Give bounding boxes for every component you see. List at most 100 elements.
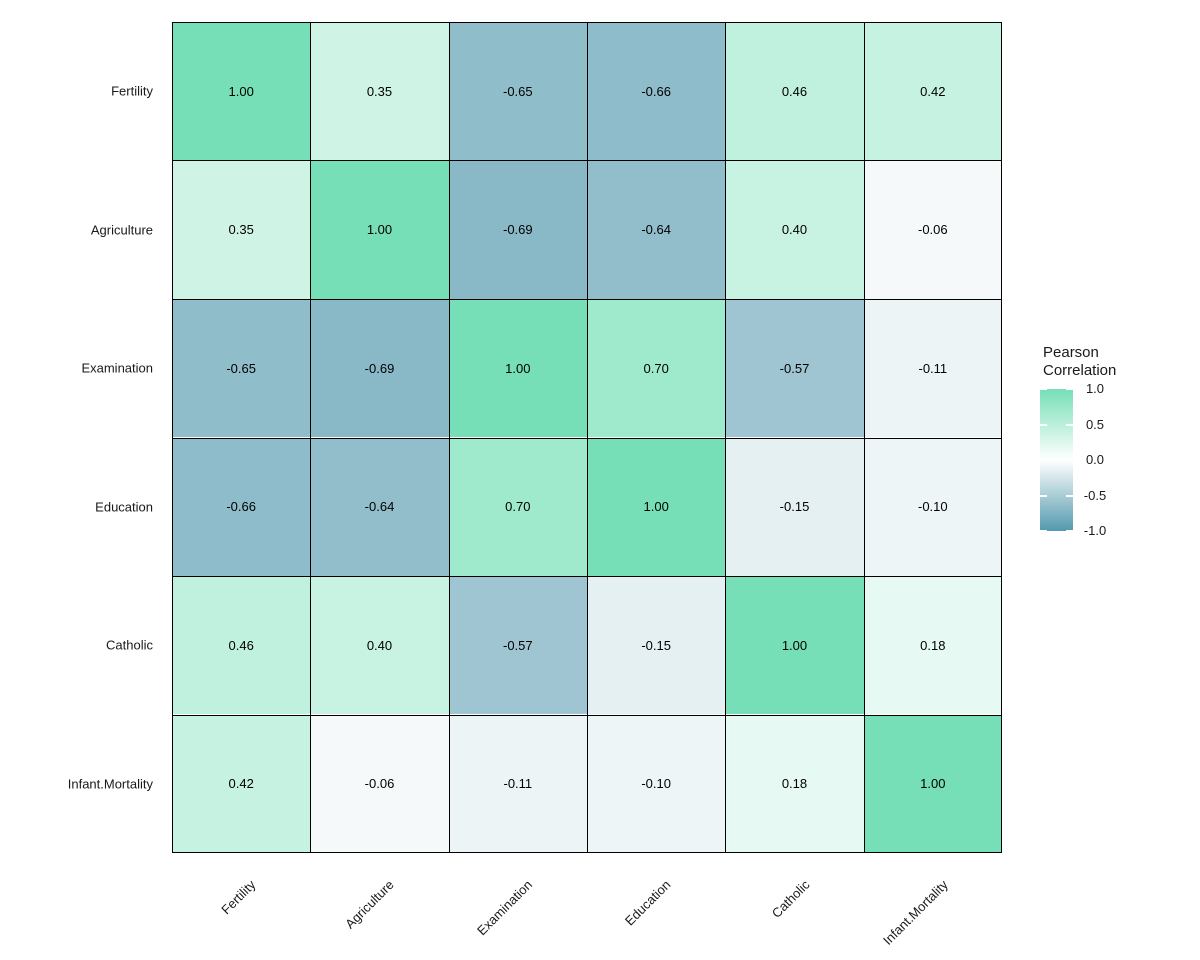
cell-value: -0.69 xyxy=(503,222,533,238)
cell-value: -0.64 xyxy=(364,499,395,515)
heatmap-cell: -0.11 xyxy=(448,714,587,853)
heatmap-cell: 1.00 xyxy=(587,437,726,576)
heatmap-cell: -0.65 xyxy=(172,298,311,438)
heatmap-cell: 0.46 xyxy=(725,22,864,161)
cell-value: -0.06 xyxy=(364,776,395,792)
legend-tick-label: 1.0 xyxy=(1085,381,1105,396)
heatmap-cell: -0.57 xyxy=(725,298,864,438)
grid-line-horizontal xyxy=(172,575,1002,577)
legend-tick-mark xyxy=(1040,423,1047,426)
legend-tick-mark xyxy=(1066,459,1073,461)
cell-value: -0.15 xyxy=(779,499,810,515)
heatmap-cell: -0.10 xyxy=(863,437,1002,576)
cell-value: 0.42 xyxy=(920,83,946,99)
cell-value: 0.35 xyxy=(366,83,393,99)
cell-value: 0.46 xyxy=(228,637,254,653)
heatmap-cell: -0.66 xyxy=(172,437,311,576)
cell-value: 1.00 xyxy=(366,222,393,238)
cell-value: 0.35 xyxy=(228,222,254,238)
heatmap-cell: -0.10 xyxy=(587,714,726,853)
cell-value: -0.11 xyxy=(918,360,948,376)
grid-line-vertical xyxy=(725,22,727,853)
cell-value: 1.00 xyxy=(505,360,531,376)
axis-label-y-fertility: Fertility xyxy=(111,83,153,99)
cell-value: -0.65 xyxy=(226,360,256,376)
legend-tick-mark xyxy=(1066,494,1073,497)
heatmap-cell: 1.00 xyxy=(725,575,864,715)
grid-line-horizontal xyxy=(172,852,1002,853)
cell-value: 1.00 xyxy=(643,499,669,515)
cell-value: 0.18 xyxy=(781,776,808,792)
heatmap-cell: -0.66 xyxy=(587,22,726,161)
axis-label-y-infant-mortality: Infant.Mortality xyxy=(67,776,153,792)
heatmap-cell: -0.15 xyxy=(587,575,726,715)
legend-title-line1: Pearson xyxy=(1043,344,1099,361)
grid-line-horizontal xyxy=(172,437,1002,439)
legend-tick-mark xyxy=(1066,423,1073,426)
heatmap-cell: 0.70 xyxy=(587,298,726,438)
heatmap-cell: -0.15 xyxy=(725,437,864,576)
legend-tick-mark xyxy=(1066,530,1073,532)
cell-value: -0.15 xyxy=(641,637,671,653)
grid-line-vertical xyxy=(1001,22,1002,853)
heatmap-cell: -0.11 xyxy=(863,298,1002,438)
heatmap-cell: 0.40 xyxy=(310,575,449,715)
heatmap-cell: 0.18 xyxy=(725,714,864,853)
heatmap-cell: -0.65 xyxy=(448,22,587,161)
heatmap-cell: -0.69 xyxy=(310,298,449,438)
heatmap-cell: 1.00 xyxy=(448,298,587,438)
heatmap-cell: 1.00 xyxy=(863,714,1002,853)
cell-value: -0.10 xyxy=(918,499,948,515)
heatmap-cell: 1.00 xyxy=(172,22,311,161)
axis-label-y-examination: Examination xyxy=(81,360,153,376)
axis-label-x-infant-mortality: Infant.Mortality xyxy=(879,877,951,948)
axis-label-x-education: Education xyxy=(622,877,674,929)
cell-value: 0.70 xyxy=(643,360,669,376)
heatmap-cell: 1.00 xyxy=(310,160,449,299)
heatmap-cell: -0.06 xyxy=(310,714,449,853)
cell-value: -0.66 xyxy=(641,83,671,99)
axis-label-x-catholic: Catholic xyxy=(768,877,813,921)
axis-label-x-fertility: Fertility xyxy=(218,877,259,918)
heatmap-cell: -0.06 xyxy=(863,160,1002,299)
legend-tick-mark xyxy=(1040,494,1047,497)
heatmap-cell: 0.35 xyxy=(172,160,311,299)
cell-value: 0.18 xyxy=(920,637,946,653)
axis-label-y-catholic: Catholic xyxy=(106,637,153,653)
axis-label-x-agriculture: Agriculture xyxy=(342,877,398,932)
cell-value: 1.00 xyxy=(920,776,946,792)
legend-tick-mark xyxy=(1040,388,1047,390)
legend-tick-mark xyxy=(1066,388,1073,390)
axis-label-x-examination: Examination xyxy=(474,877,536,939)
legend-title-line2: Correlation xyxy=(1043,362,1117,379)
cell-value: -0.65 xyxy=(503,83,533,99)
heatmap-cell: -0.69 xyxy=(448,160,587,299)
axis-label-y-education: Education xyxy=(95,499,153,515)
cell-value: 1.00 xyxy=(781,637,808,653)
heatmap-panel: 1.00 0.35 -0.65 -0.66 0.46 0.42 0.35 1.00 -0.69 -… xyxy=(172,22,1002,853)
cell-value: 1.00 xyxy=(228,83,254,99)
legend-tick-mark xyxy=(1040,530,1047,532)
heatmap-cell: 0.46 xyxy=(172,575,311,715)
cell-value: -0.11 xyxy=(503,776,533,792)
cell-value: -0.57 xyxy=(779,360,810,376)
heatmap-cell: 0.42 xyxy=(863,22,1002,161)
heatmap-cell: 0.42 xyxy=(172,714,311,853)
heatmap-cell: -0.64 xyxy=(310,437,449,576)
legend-tick-label: 0.5 xyxy=(1085,416,1105,432)
cell-value: 0.40 xyxy=(781,222,808,238)
cell-value: -0.69 xyxy=(364,360,395,376)
legend-tick-label: -1.0 xyxy=(1083,523,1107,538)
axis-label-y-agriculture: Agriculture xyxy=(90,222,153,238)
cell-value: 0.46 xyxy=(781,83,808,99)
grid-line-vertical xyxy=(863,22,865,853)
heatmap-cell: 0.35 xyxy=(310,22,449,161)
heatmap-cell: 0.18 xyxy=(863,575,1002,715)
legend-tick-mark xyxy=(1040,459,1047,461)
legend-tick-label: -0.5 xyxy=(1083,487,1107,503)
heatmap-cell: -0.64 xyxy=(587,160,726,299)
cell-value: -0.64 xyxy=(641,222,671,238)
grid-line-horizontal xyxy=(172,714,1002,716)
heatmap-cell: 0.40 xyxy=(725,160,864,299)
